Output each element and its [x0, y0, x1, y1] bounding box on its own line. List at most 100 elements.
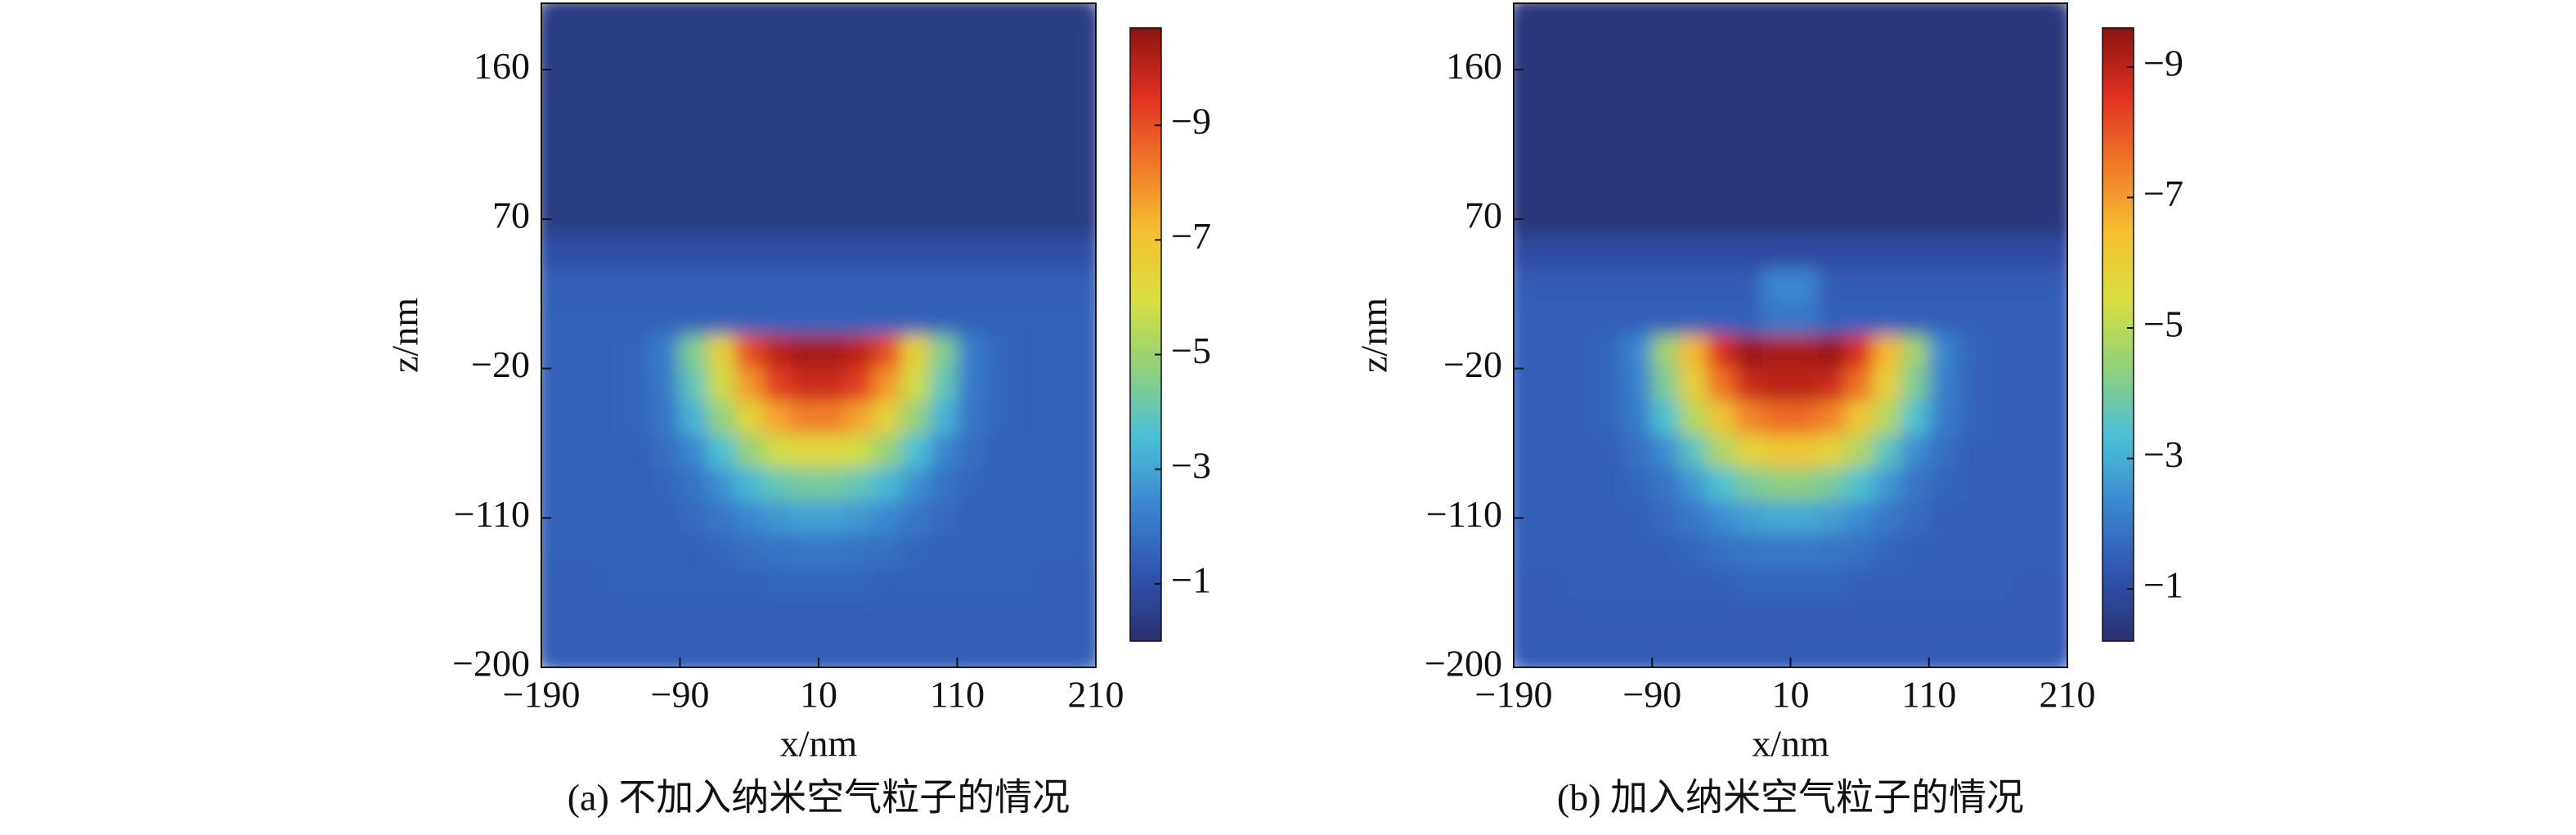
heatmap-cell	[1679, 3, 1708, 38]
heatmap-cell	[568, 301, 598, 336]
heatmap-cell	[901, 368, 931, 402]
heatmap-cell	[984, 334, 1013, 370]
heatmap-cell	[1817, 202, 1847, 236]
heatmap-cell	[652, 467, 680, 502]
heatmap-cell	[929, 135, 958, 170]
heatmap-cell	[1735, 268, 1764, 303]
heatmap-cell	[1983, 102, 2013, 137]
heatmap-cell	[1514, 567, 1542, 602]
heatmap-cell	[1067, 567, 1096, 602]
heatmap-cell	[1514, 301, 1542, 336]
heatmap-cell	[929, 534, 958, 568]
heatmap-cell	[873, 633, 903, 667]
heatmap-cell	[1039, 135, 1069, 170]
heatmap	[541, 3, 1096, 667]
heatmap-cell	[1568, 301, 1598, 336]
heatmap-cell	[1762, 36, 1791, 70]
heatmap-cell	[624, 567, 653, 602]
heatmap-cell	[707, 401, 736, 436]
heatmap-cell	[652, 567, 680, 602]
heatmap-cell	[1873, 102, 1902, 137]
heatmap-cell	[1762, 135, 1791, 170]
heatmap-cell	[596, 69, 626, 104]
heatmap-cell	[984, 3, 1013, 38]
heatmap-cell	[1039, 102, 1069, 137]
heatmap-cell	[1956, 401, 1985, 436]
heatmap-cell	[652, 36, 680, 70]
heatmap-cell	[818, 368, 847, 402]
heatmap-cell	[1651, 168, 1681, 204]
heatmap-cell	[873, 368, 903, 402]
heatmap-cell	[734, 534, 764, 568]
heatmap-cell	[901, 69, 931, 104]
heatmap-cell	[1735, 401, 1764, 436]
colorbar-tick-label: −7	[2143, 173, 2183, 214]
x-tick-label: −90	[1622, 674, 1681, 716]
heatmap-cell	[1873, 534, 1902, 568]
heatmap-cell	[2011, 268, 2040, 303]
heatmap-cell	[680, 401, 708, 436]
heatmap-cell	[1817, 567, 1847, 602]
heatmap-cell	[984, 600, 1013, 635]
heatmap-cell	[1623, 633, 1653, 667]
heatmap-cell	[818, 235, 847, 270]
heatmap-cell	[568, 334, 598, 370]
heatmap-cell	[1012, 467, 1041, 502]
heatmap-cell	[1067, 135, 1096, 170]
heatmap-cell	[1623, 534, 1653, 568]
heatmap-cell	[818, 467, 847, 502]
heatmap-cell	[1735, 36, 1764, 70]
heatmap-cell	[846, 401, 875, 436]
heatmap-cell	[1735, 301, 1764, 336]
heatmap-cell	[707, 135, 736, 170]
heatmap	[1514, 3, 2067, 667]
y-tick-label: −20	[1443, 343, 1502, 385]
heatmap-cell	[652, 268, 680, 303]
heatmap-cell	[1873, 501, 1902, 536]
heatmap-cell	[1790, 69, 1819, 104]
heatmap-cell	[957, 633, 985, 667]
heatmap-cell	[596, 434, 626, 469]
heatmap-cell	[734, 501, 764, 536]
heatmap-cell	[1983, 368, 2013, 402]
heatmap-cell	[846, 168, 875, 204]
heatmap-cell	[1541, 168, 1570, 204]
heatmap-cell	[957, 434, 985, 469]
heatmap-cell	[957, 401, 985, 436]
heatmap-cell	[1596, 534, 1625, 568]
heatmap-cell	[1541, 135, 1570, 170]
heatmap-cell	[1623, 102, 1653, 137]
heatmap-cell	[1735, 135, 1764, 170]
heatmap-cell	[1067, 434, 1096, 469]
colorbar-tick-label: −9	[2143, 42, 2183, 83]
heatmap-cell	[707, 600, 736, 635]
heatmap-cell	[1817, 600, 1847, 635]
heatmap-cell	[1956, 102, 1985, 137]
heatmap-cell	[1956, 3, 1985, 38]
heatmap-cell	[541, 633, 570, 667]
heatmap-cell	[1679, 368, 1708, 402]
heatmap-cell	[1679, 600, 1708, 635]
heatmap-cell	[1707, 135, 1736, 170]
heatmap-cell	[1845, 268, 1874, 303]
heatmap-cell	[1762, 368, 1791, 402]
heatmap-cell	[1817, 168, 1847, 204]
heatmap-cell	[1956, 268, 1985, 303]
heatmap-cell	[929, 434, 958, 469]
heatmap-cell	[1928, 401, 1958, 436]
heatmap-cell	[901, 235, 931, 270]
heatmap-cell	[1790, 334, 1819, 370]
heatmap-cell	[929, 235, 958, 270]
heatmap-cell	[1039, 368, 1069, 402]
heatmap-cell	[1679, 102, 1708, 137]
heatmap-cell	[1012, 235, 1041, 270]
heatmap-cell	[957, 334, 985, 370]
colorbar-tick-label: −1	[2143, 564, 2183, 606]
heatmap-cell	[1873, 567, 1902, 602]
heatmap-cell	[1901, 600, 1930, 635]
y-tick-label: −200	[452, 643, 530, 685]
heatmap-cell	[541, 434, 570, 469]
heatmap-cell	[596, 501, 626, 536]
heatmap-cell	[1956, 168, 1985, 204]
heatmap-cell	[1983, 202, 2013, 236]
